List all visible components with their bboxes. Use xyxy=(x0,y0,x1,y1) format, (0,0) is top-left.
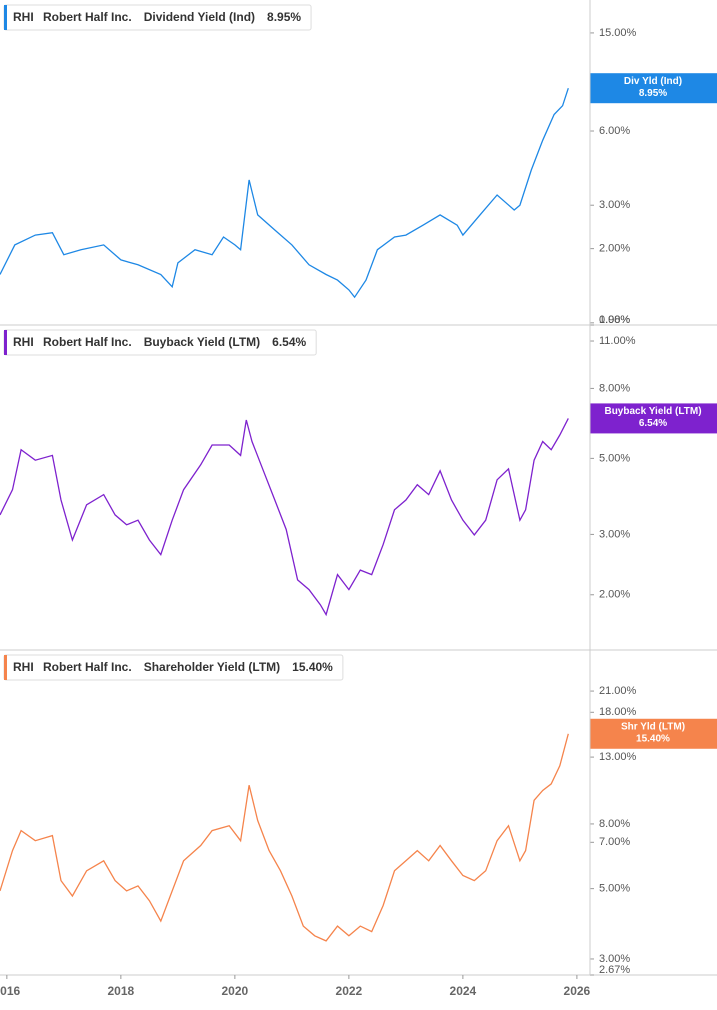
ticker: RHI xyxy=(13,660,34,674)
last-value: 8.95% xyxy=(267,10,301,24)
company: Robert Half Inc. xyxy=(43,10,132,24)
value-badge xyxy=(590,403,717,434)
y-tick-label: 3.00% xyxy=(599,953,630,965)
badge-value: 6.54% xyxy=(639,418,667,429)
company: Robert Half Inc. xyxy=(43,660,132,674)
header-accent xyxy=(4,330,7,355)
ticker: RHI xyxy=(13,335,34,349)
badge-value: 8.95% xyxy=(639,88,667,99)
badge-label: Shr Yld (LTM) xyxy=(621,721,685,732)
y-tick-label: 21.00% xyxy=(599,685,637,697)
y-tick-label: 8.00% xyxy=(599,382,630,394)
value-badge xyxy=(590,73,717,104)
y-tick-label: 3.00% xyxy=(599,528,630,540)
y-tick-label: 6.00% xyxy=(599,125,630,137)
x-tick-label: 2026 xyxy=(564,984,591,998)
y-tick-label: 15.00% xyxy=(599,27,637,39)
series-line xyxy=(0,87,569,299)
y-tick-label: 7.00% xyxy=(599,836,630,848)
series-line xyxy=(0,418,569,617)
company: Robert Half Inc. xyxy=(43,335,132,349)
series-name: Shareholder Yield (LTM) xyxy=(144,660,280,674)
x-tick-label: 2020 xyxy=(222,984,249,998)
value-badge xyxy=(590,718,717,749)
series-name: Dividend Yield (Ind) xyxy=(144,10,255,24)
y-tick-label: 1.00% xyxy=(599,314,630,326)
last-value: 15.40% xyxy=(292,660,333,674)
x-tick-label: 2016 xyxy=(0,984,21,998)
x-tick-label: 2024 xyxy=(450,984,477,998)
y-tick-label: 0.98% xyxy=(599,314,630,326)
y-tick-label: 2.67% xyxy=(599,964,630,976)
badge-value: 15.40% xyxy=(636,733,670,744)
y-tick-label: 3.00% xyxy=(599,199,630,211)
y-tick-label: 2.00% xyxy=(599,589,630,601)
badge-label: Buyback Yield (LTM) xyxy=(604,406,701,417)
header-accent xyxy=(4,655,7,680)
y-tick-label: 5.00% xyxy=(599,452,630,464)
x-tick-label: 2022 xyxy=(336,984,363,998)
y-tick-label: 13.00% xyxy=(599,751,637,763)
y-tick-label: 2.00% xyxy=(599,243,630,255)
y-tick-label: 18.00% xyxy=(599,706,637,718)
y-tick-label: 8.00% xyxy=(599,818,630,830)
y-tick-label: 11.00% xyxy=(599,335,636,347)
series-line xyxy=(0,733,569,942)
series-name: Buyback Yield (LTM) xyxy=(144,335,260,349)
header-accent xyxy=(4,5,7,30)
badge-label: Div Yld (Ind) xyxy=(624,76,682,87)
x-tick-label: 2018 xyxy=(107,984,134,998)
ticker: RHI xyxy=(13,10,34,24)
y-tick-label: 5.00% xyxy=(599,883,630,895)
last-value: 6.54% xyxy=(272,335,306,349)
